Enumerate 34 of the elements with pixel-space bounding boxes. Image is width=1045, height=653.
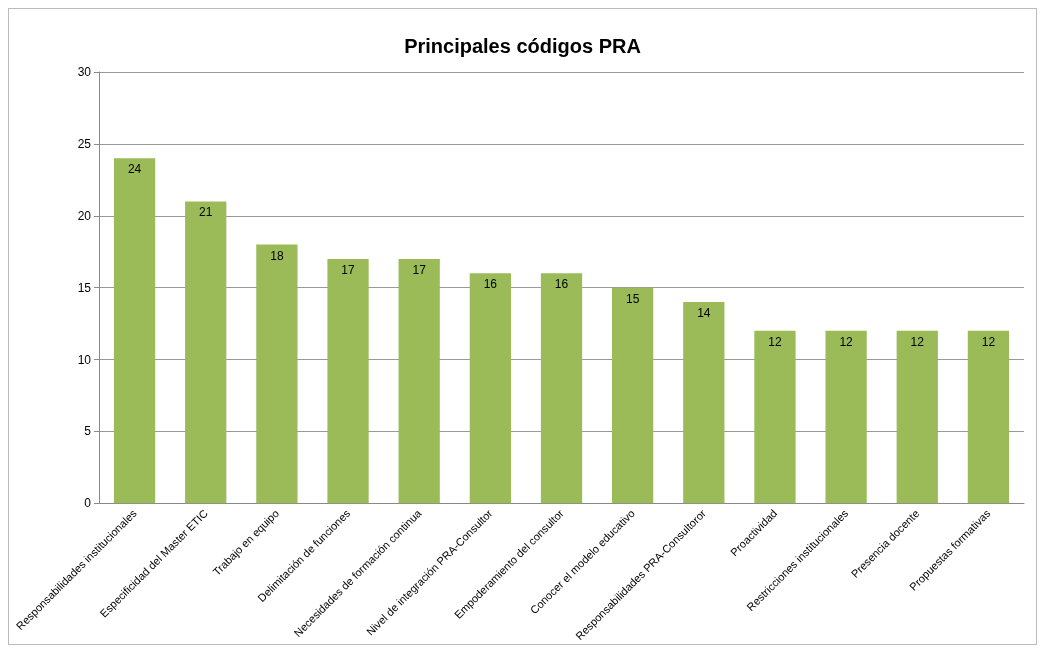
data-label: 16 — [483, 277, 498, 292]
bar — [825, 330, 867, 504]
bar — [185, 201, 227, 504]
bar — [469, 273, 511, 504]
data-label: 12 — [910, 334, 925, 349]
bar — [540, 273, 583, 504]
bar — [683, 302, 725, 504]
data-label: 18 — [270, 248, 284, 263]
data-label: 16 — [554, 277, 569, 292]
bar — [896, 330, 938, 504]
bar — [754, 330, 796, 504]
y-tick-label: 5 — [84, 424, 92, 439]
data-label: 24 — [127, 162, 142, 177]
y-tick-label: 20 — [77, 208, 92, 223]
bar — [967, 330, 1010, 504]
chart-title: Principales códigos PRA — [404, 35, 641, 57]
data-label: 17 — [412, 262, 427, 277]
bar — [327, 258, 369, 504]
data-label: 17 — [341, 262, 356, 277]
y-tick-label: 10 — [77, 352, 92, 367]
data-label: 21 — [199, 205, 213, 220]
data-label: 12 — [839, 334, 854, 349]
data-label: 15 — [625, 291, 640, 306]
data-label: 12 — [768, 334, 782, 349]
y-tick-label: 25 — [77, 136, 92, 151]
data-label: 14 — [697, 306, 711, 321]
bar — [612, 287, 654, 504]
data-label: 12 — [981, 334, 996, 349]
y-tick-label: 15 — [77, 280, 92, 295]
y-tick-label: 30 — [77, 65, 92, 79]
bar — [256, 244, 298, 504]
bar — [398, 258, 440, 504]
bar — [113, 158, 156, 504]
y-tick-label: 0 — [84, 496, 92, 511]
